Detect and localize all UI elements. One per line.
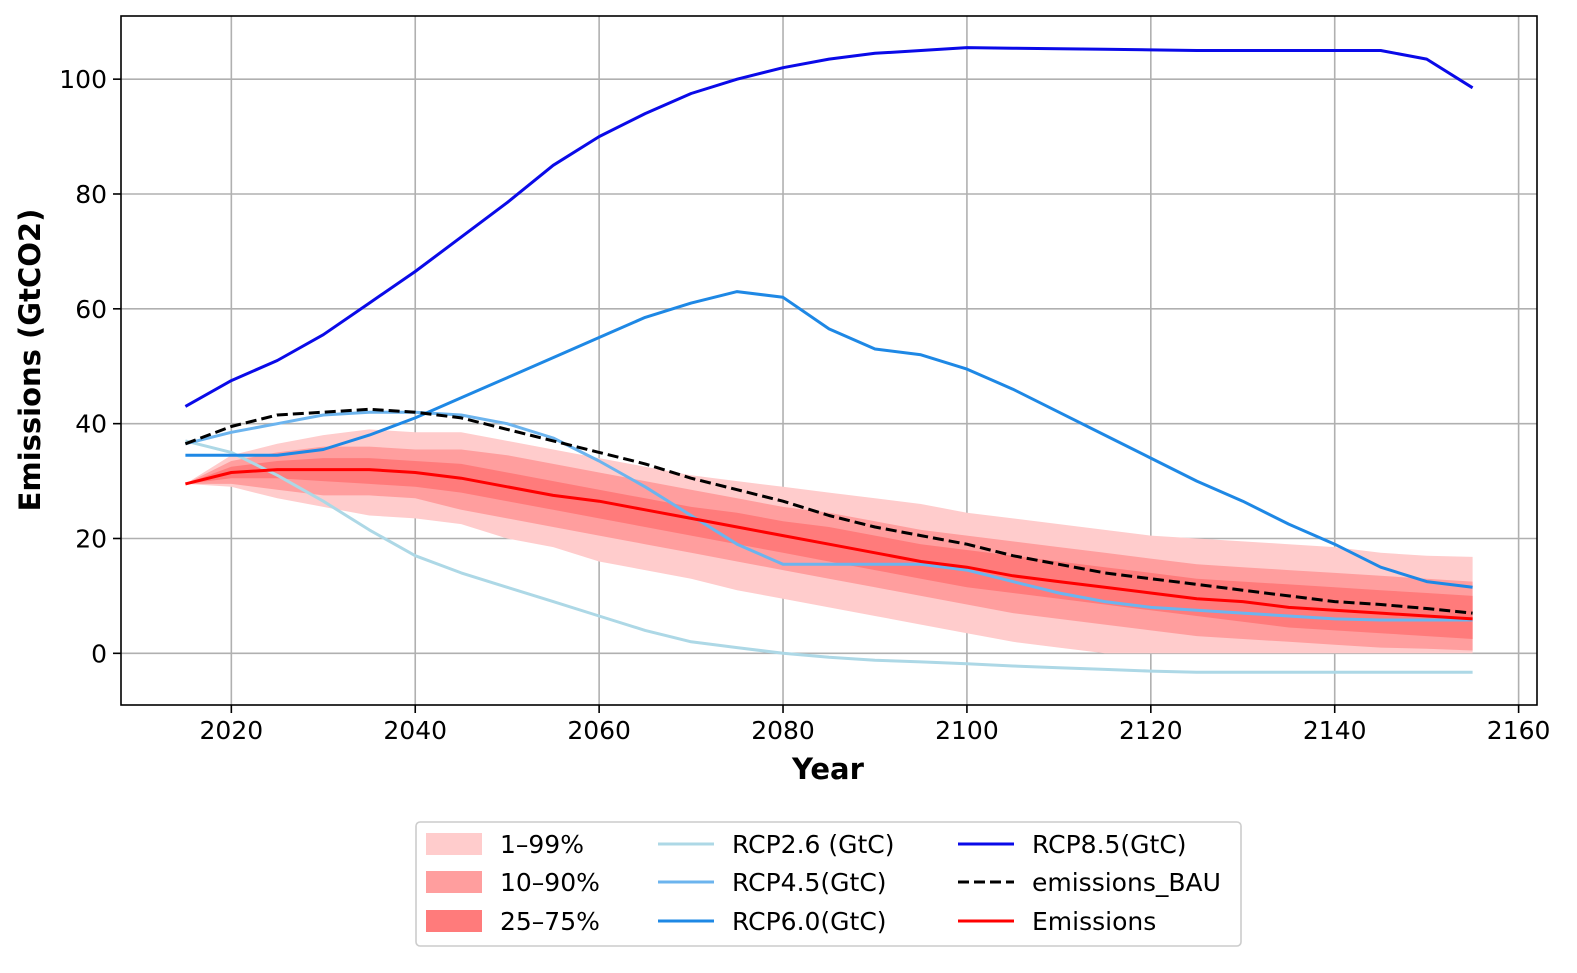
legend-label-3: 25–75% — [500, 907, 600, 936]
legend-label-1: 1–99% — [500, 830, 584, 859]
plot-frame — [120, 15, 1538, 706]
y-tick-label-60: 60 — [75, 295, 107, 324]
y-tick-label-0: 0 — [91, 639, 107, 668]
series-line-3 — [185, 290, 1473, 589]
x-tick-label-2060: 2060 — [567, 716, 631, 745]
y-tick-label-80: 80 — [75, 180, 107, 209]
x-tick-label-2080: 2080 — [751, 716, 815, 745]
y-tick-label-100: 100 — [59, 65, 107, 94]
series-line-5 — [184, 407, 1473, 615]
legend-swatch-1 — [426, 833, 482, 855]
legend-label-5: RCP4.5(GtC) — [732, 868, 887, 897]
legend-label-9: Emissions — [1032, 907, 1156, 936]
y-tick-label-40: 40 — [75, 410, 107, 439]
series-line-1 — [185, 439, 1473, 674]
y-axis-title: Emissions (GtCO2) — [13, 209, 47, 512]
x-tick-label-2020: 2020 — [200, 716, 264, 745]
legend-swatch-3 — [426, 910, 482, 932]
series-line-4 — [184, 46, 1474, 408]
x-tick-label-2120: 2120 — [1119, 716, 1183, 745]
x-tick-label-2160: 2160 — [1487, 716, 1551, 745]
x-tick-label-2100: 2100 — [935, 716, 999, 745]
legend-label-7: RCP8.5(GtC) — [1032, 830, 1187, 859]
legend-swatch-2 — [426, 871, 482, 893]
legend-label-6: RCP6.0(GtC) — [732, 907, 887, 936]
x-axis-title: Year — [791, 752, 865, 786]
series-line-6 — [185, 468, 1473, 621]
y-tick-label-20: 20 — [75, 524, 107, 553]
series-line-2 — [185, 410, 1473, 622]
legend-box — [415, 821, 1242, 947]
x-tick-label-2040: 2040 — [383, 716, 447, 745]
legend-label-2: 10–90% — [500, 868, 600, 897]
legend-label-8: emissions_BAU — [1032, 868, 1221, 897]
legend-label-4: RCP2.6 (GtC) — [732, 830, 895, 859]
x-tick-label-2140: 2140 — [1303, 716, 1367, 745]
